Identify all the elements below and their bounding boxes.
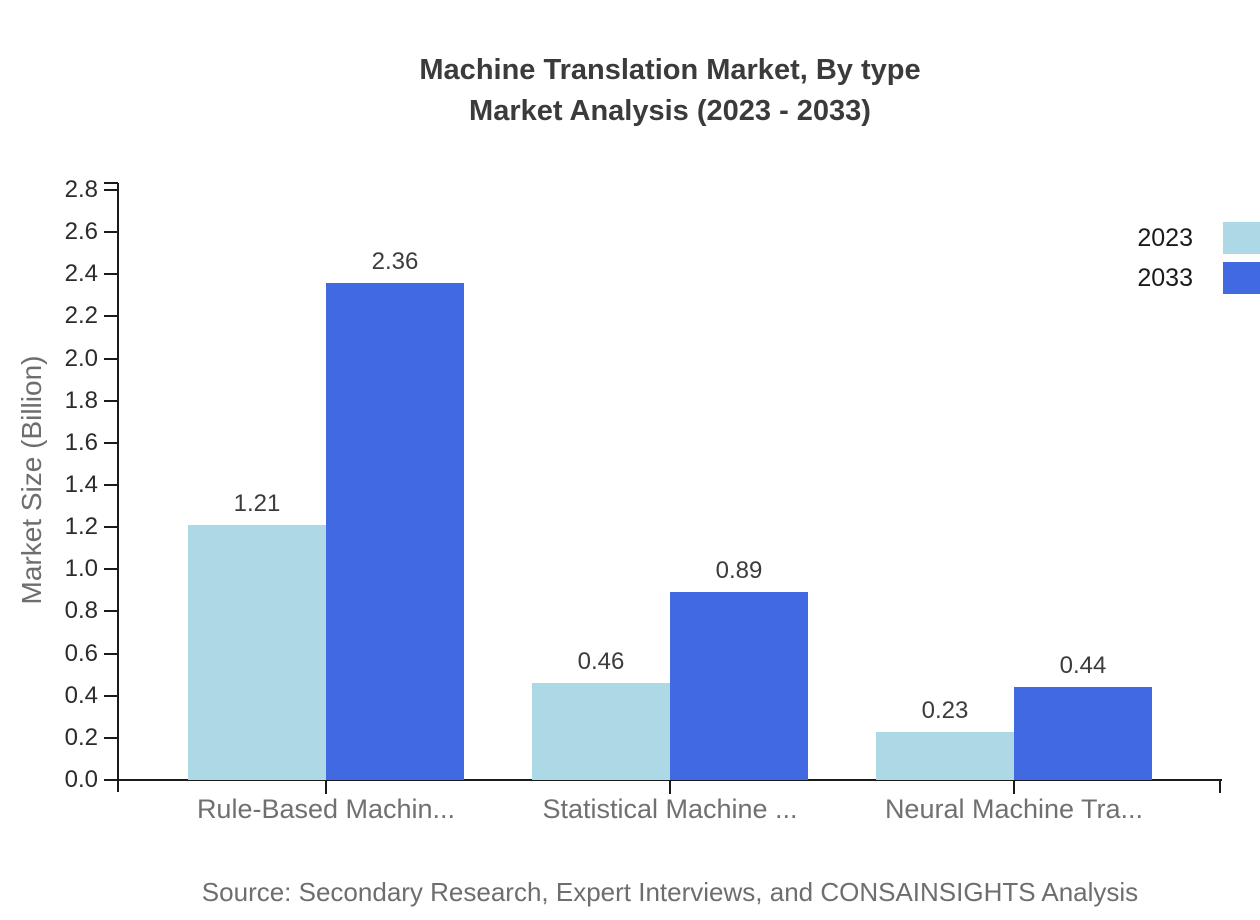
y-tick-label: 2.0 [64, 344, 98, 372]
y-tick [104, 526, 118, 529]
legend-item: 2033 [1137, 258, 1260, 298]
bar-2023-2 [876, 731, 1014, 780]
y-tick [104, 441, 118, 444]
y-tick [104, 484, 118, 486]
bar-2033-0 [326, 282, 464, 780]
y-tick-label: 0.4 [64, 681, 98, 709]
legend-swatch [1223, 262, 1260, 294]
y-tick-label: 0.6 [64, 639, 98, 667]
category-tick [1013, 781, 1015, 794]
category-label: Neural Machine Tra... [884, 794, 1144, 824]
bar-value-label: 2.36 [371, 247, 419, 275]
y-tick [104, 315, 118, 318]
y-tick [104, 357, 118, 360]
bar-2033-1 [670, 592, 808, 780]
category-tick [325, 781, 327, 794]
y-tick-label: 2.8 [64, 176, 98, 203]
y-tick [104, 399, 118, 402]
y-tick-label: 0.0 [64, 766, 98, 793]
source-note: Source: Secondary Research, Expert Inter… [201, 877, 1139, 907]
y-tick-label: 0.8 [64, 597, 98, 625]
bar-2023-1 [532, 683, 670, 780]
bar-value-label: 0.44 [1059, 652, 1107, 680]
y-tick-label: 1.4 [64, 471, 98, 498]
legend: 2023 2033 [1137, 218, 1260, 298]
chart-title: Machine Translation Market, By type Mark… [419, 50, 920, 132]
y-tick-label: 1.0 [64, 555, 98, 583]
y-tick-label: 2.6 [64, 218, 98, 246]
y-tick-label: 1.6 [64, 428, 98, 456]
chart-title-line1: Machine Translation Market, By type [419, 54, 921, 86]
legend-label: 2023 [1137, 223, 1193, 252]
category-label: Statistical Machine ... [542, 794, 798, 824]
x-axis-endcap-tick [1219, 781, 1221, 793]
y-tick [104, 189, 118, 191]
y-tick-label: 1.8 [64, 386, 98, 414]
category-label: Rule-Based Machin... [196, 794, 456, 824]
y-tick-label: 2.4 [64, 260, 98, 288]
y-tick [104, 273, 118, 276]
y-tick [104, 736, 118, 739]
bar-value-label: 1.21 [233, 490, 281, 518]
y-tick [104, 610, 118, 613]
legend-item: 2023 [1137, 218, 1260, 258]
y-tick [104, 694, 118, 697]
bar-value-label: 0.23 [921, 696, 969, 724]
y-tick [104, 231, 118, 234]
bar-2033-2 [1014, 687, 1152, 780]
legend-swatch [1223, 222, 1260, 254]
chart-title-line2: Market Analysis (2023 - 2033) [469, 95, 871, 127]
y-tick [104, 652, 118, 655]
y-tick [104, 568, 118, 571]
bar-value-label: 0.46 [577, 648, 625, 676]
y-tick-label: 1.2 [64, 513, 98, 541]
y-axis-line [117, 183, 119, 792]
bar-2023-0 [188, 525, 326, 780]
category-tick [669, 781, 671, 794]
y-tick-label: 0.2 [64, 723, 98, 751]
legend-label: 2033 [1137, 263, 1193, 292]
y-axis-endcap-tick [104, 182, 118, 184]
bar-value-label: 0.89 [715, 557, 763, 585]
x-axis-line [104, 779, 1222, 781]
y-tick-label: 2.2 [64, 302, 98, 330]
